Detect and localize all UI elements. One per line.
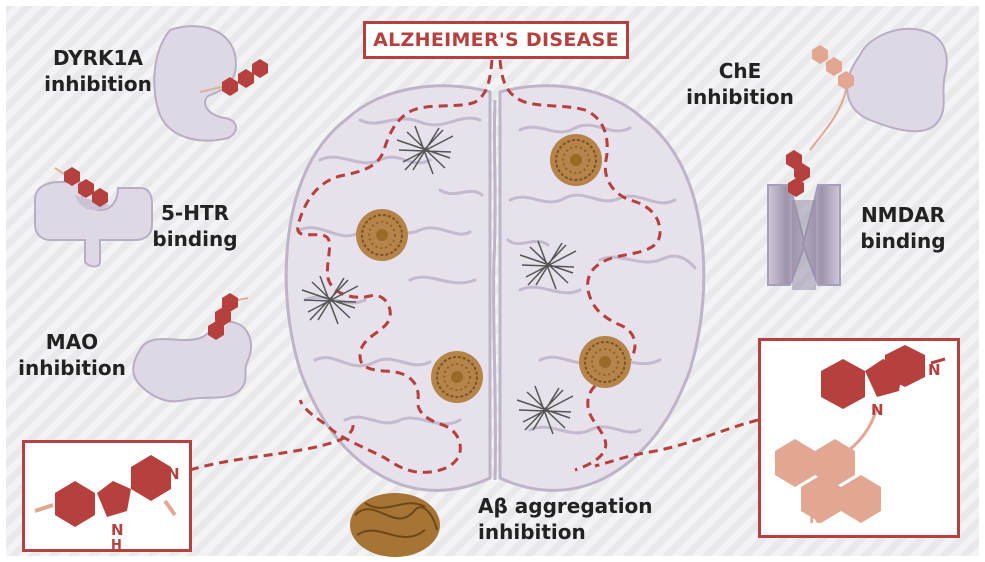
amyloid-plaque <box>579 336 631 388</box>
pyrrole-ring <box>97 481 131 517</box>
hexagon-light <box>841 475 881 523</box>
label-dyrk1a-line2: inhibition <box>44 72 152 96</box>
hexagon <box>64 167 80 186</box>
label-mao: MAO inhibition <box>12 329 132 381</box>
molecule-left-structure: N N H <box>34 455 180 553</box>
benzene-ring <box>55 481 95 527</box>
brain-right-hemisphere <box>498 84 706 492</box>
molecule-right-structure: N N N <box>775 345 946 527</box>
label-abeta-line1: Aβ aggregation <box>478 494 653 518</box>
abeta-aggregate-icon <box>350 493 440 557</box>
hexagon-light <box>775 439 815 487</box>
hexagon <box>838 71 854 90</box>
hexagon <box>252 59 268 78</box>
hexagon <box>812 45 828 64</box>
nmdar-channel-icon <box>767 150 841 290</box>
amyloid-plaque <box>550 134 602 186</box>
title-box: ALZHEIMER'S DISEASE <box>363 21 629 59</box>
che-enzyme-icon <box>809 27 948 151</box>
label-mao-line2: inhibition <box>18 356 126 380</box>
hexagon <box>92 188 108 207</box>
5htr-receptor-icon <box>34 167 153 268</box>
hexagon <box>78 179 94 198</box>
connector-left <box>189 418 355 472</box>
molecule-right-n-bottom: N <box>809 509 822 527</box>
molecule-right-n-top: N <box>928 361 941 379</box>
label-nmdar-line2: binding <box>860 229 946 253</box>
label-abeta-line2: inhibition <box>478 520 586 544</box>
label-dyrk1a: DYRK1A inhibition <box>38 45 158 97</box>
tau-tangle <box>301 275 359 325</box>
hexagon-light <box>801 475 841 523</box>
label-5htr-line2: binding <box>152 227 238 251</box>
label-abeta: Aβ aggregation inhibition <box>478 493 678 545</box>
hexagon <box>222 293 238 312</box>
hexagon <box>794 163 810 182</box>
tau-tangle <box>516 385 574 435</box>
molecule-left-n-top: N <box>167 465 180 483</box>
mao-enzyme-icon <box>132 293 252 403</box>
tau-tangle <box>396 125 454 175</box>
amyloid-plaque <box>431 351 483 403</box>
hexagon <box>222 77 238 96</box>
molecule-box-right: N N N <box>758 338 960 538</box>
connector-right <box>594 418 759 468</box>
hexagon <box>788 178 804 197</box>
label-che-line1: ChE <box>718 59 762 83</box>
brain-dashed-outline <box>296 59 662 474</box>
amyloid-plaque <box>356 209 408 261</box>
molecule-box-left: N N H <box>22 440 192 553</box>
molecule-right-n-middle: N <box>871 401 884 419</box>
dyrk1a-protein-icon <box>153 25 268 142</box>
diagram-title: ALZHEIMER'S DISEASE <box>373 29 619 51</box>
molecule-left-n-bottom: N <box>111 521 124 539</box>
hexagon <box>786 150 802 169</box>
hexagon <box>238 69 254 88</box>
molecule-left-h-bottom: H <box>111 538 122 549</box>
tau-tangle <box>519 240 577 290</box>
benzene-ring <box>821 359 865 409</box>
hexagon <box>215 307 231 326</box>
hexagon-light <box>815 439 855 487</box>
label-nmdar-line1: NMDAR <box>860 203 946 227</box>
pyridine-ring <box>131 455 171 501</box>
label-5htr-line1: 5-HTR <box>161 201 229 225</box>
label-che: ChE inhibition <box>680 58 800 110</box>
label-mao-line1: MAO <box>45 330 99 354</box>
label-nmdar: NMDAR binding <box>848 202 958 254</box>
hexagon <box>826 57 842 76</box>
label-che-line2: inhibition <box>686 85 794 109</box>
pyridine-ring <box>885 345 925 387</box>
label-dyrk1a-line1: DYRK1A <box>53 46 143 70</box>
hexagon <box>208 321 224 340</box>
label-5htr: 5-HTR binding <box>140 200 250 252</box>
brain <box>284 59 706 492</box>
